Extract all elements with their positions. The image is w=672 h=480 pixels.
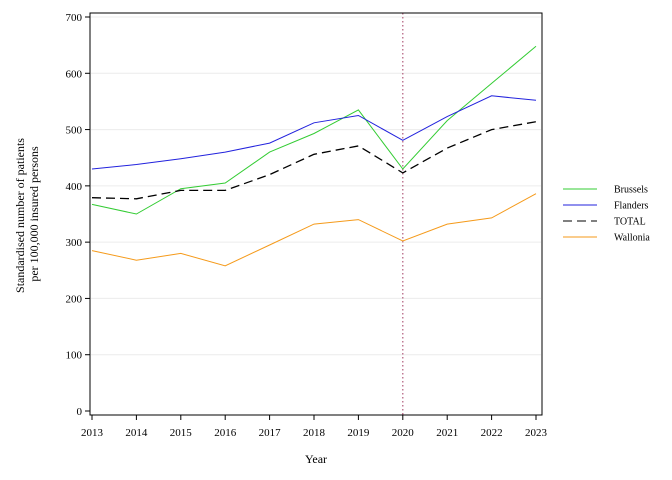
gridlines: [91, 16, 541, 356]
legend-label-brussels: Brussels: [614, 185, 648, 196]
x-tick-label-2023: 2023: [525, 427, 548, 439]
y-axis-title-line-1: Standardised number of patients: [13, 138, 27, 293]
series-line-brussels: [91, 45, 537, 215]
series-line-flanders: [91, 95, 537, 170]
x-axis: 2013 2014 2015 2016 2017 2018 2019 2020 2021 2022…: [81, 415, 548, 439]
series-line-wallonia: [91, 193, 537, 267]
y-tick-label-100: 100: [66, 350, 83, 362]
y-tick-label-400: 400: [66, 181, 83, 193]
legend: Brussels Flanders TOTAL Wallonia: [563, 185, 650, 244]
legend-label-total: TOTAL: [614, 217, 646, 228]
x-tick-label-2013: 2013: [81, 427, 104, 439]
y-axis-title: Standardised number of patients per 100,…: [13, 135, 41, 293]
y-axis: 0 100 200 300 400 500 600 700: [66, 12, 90, 418]
x-tick-label-2015: 2015: [170, 427, 193, 439]
legend-label-wallonia: Wallonia: [614, 233, 650, 244]
y-axis-title-line-2: per 100,000 insured persons: [27, 146, 41, 282]
x-tick-label-2020: 2020: [392, 427, 415, 439]
y-tick-label-300: 300: [66, 237, 83, 249]
series-lines: [91, 45, 537, 267]
x-tick-label-2014: 2014: [125, 427, 148, 439]
y-tick-label-700: 700: [66, 12, 83, 24]
legend-label-flanders: Flanders: [614, 201, 649, 212]
series-line-total: [91, 121, 537, 200]
x-tick-label-2022: 2022: [481, 427, 503, 439]
y-tick-label-0: 0: [77, 406, 83, 418]
x-tick-label-2017: 2017: [259, 427, 282, 439]
x-tick-label-2016: 2016: [214, 427, 237, 439]
y-tick-label-200: 200: [66, 293, 83, 305]
x-tick-label-2021: 2021: [436, 427, 458, 439]
plot-frame: [89, 12, 543, 416]
x-axis-title: Year: [305, 452, 327, 466]
x-tick-label-2019: 2019: [347, 427, 370, 439]
y-tick-label-500: 500: [66, 125, 83, 137]
y-tick-label-600: 600: [66, 68, 83, 80]
x-tick-label-2018: 2018: [303, 427, 326, 439]
